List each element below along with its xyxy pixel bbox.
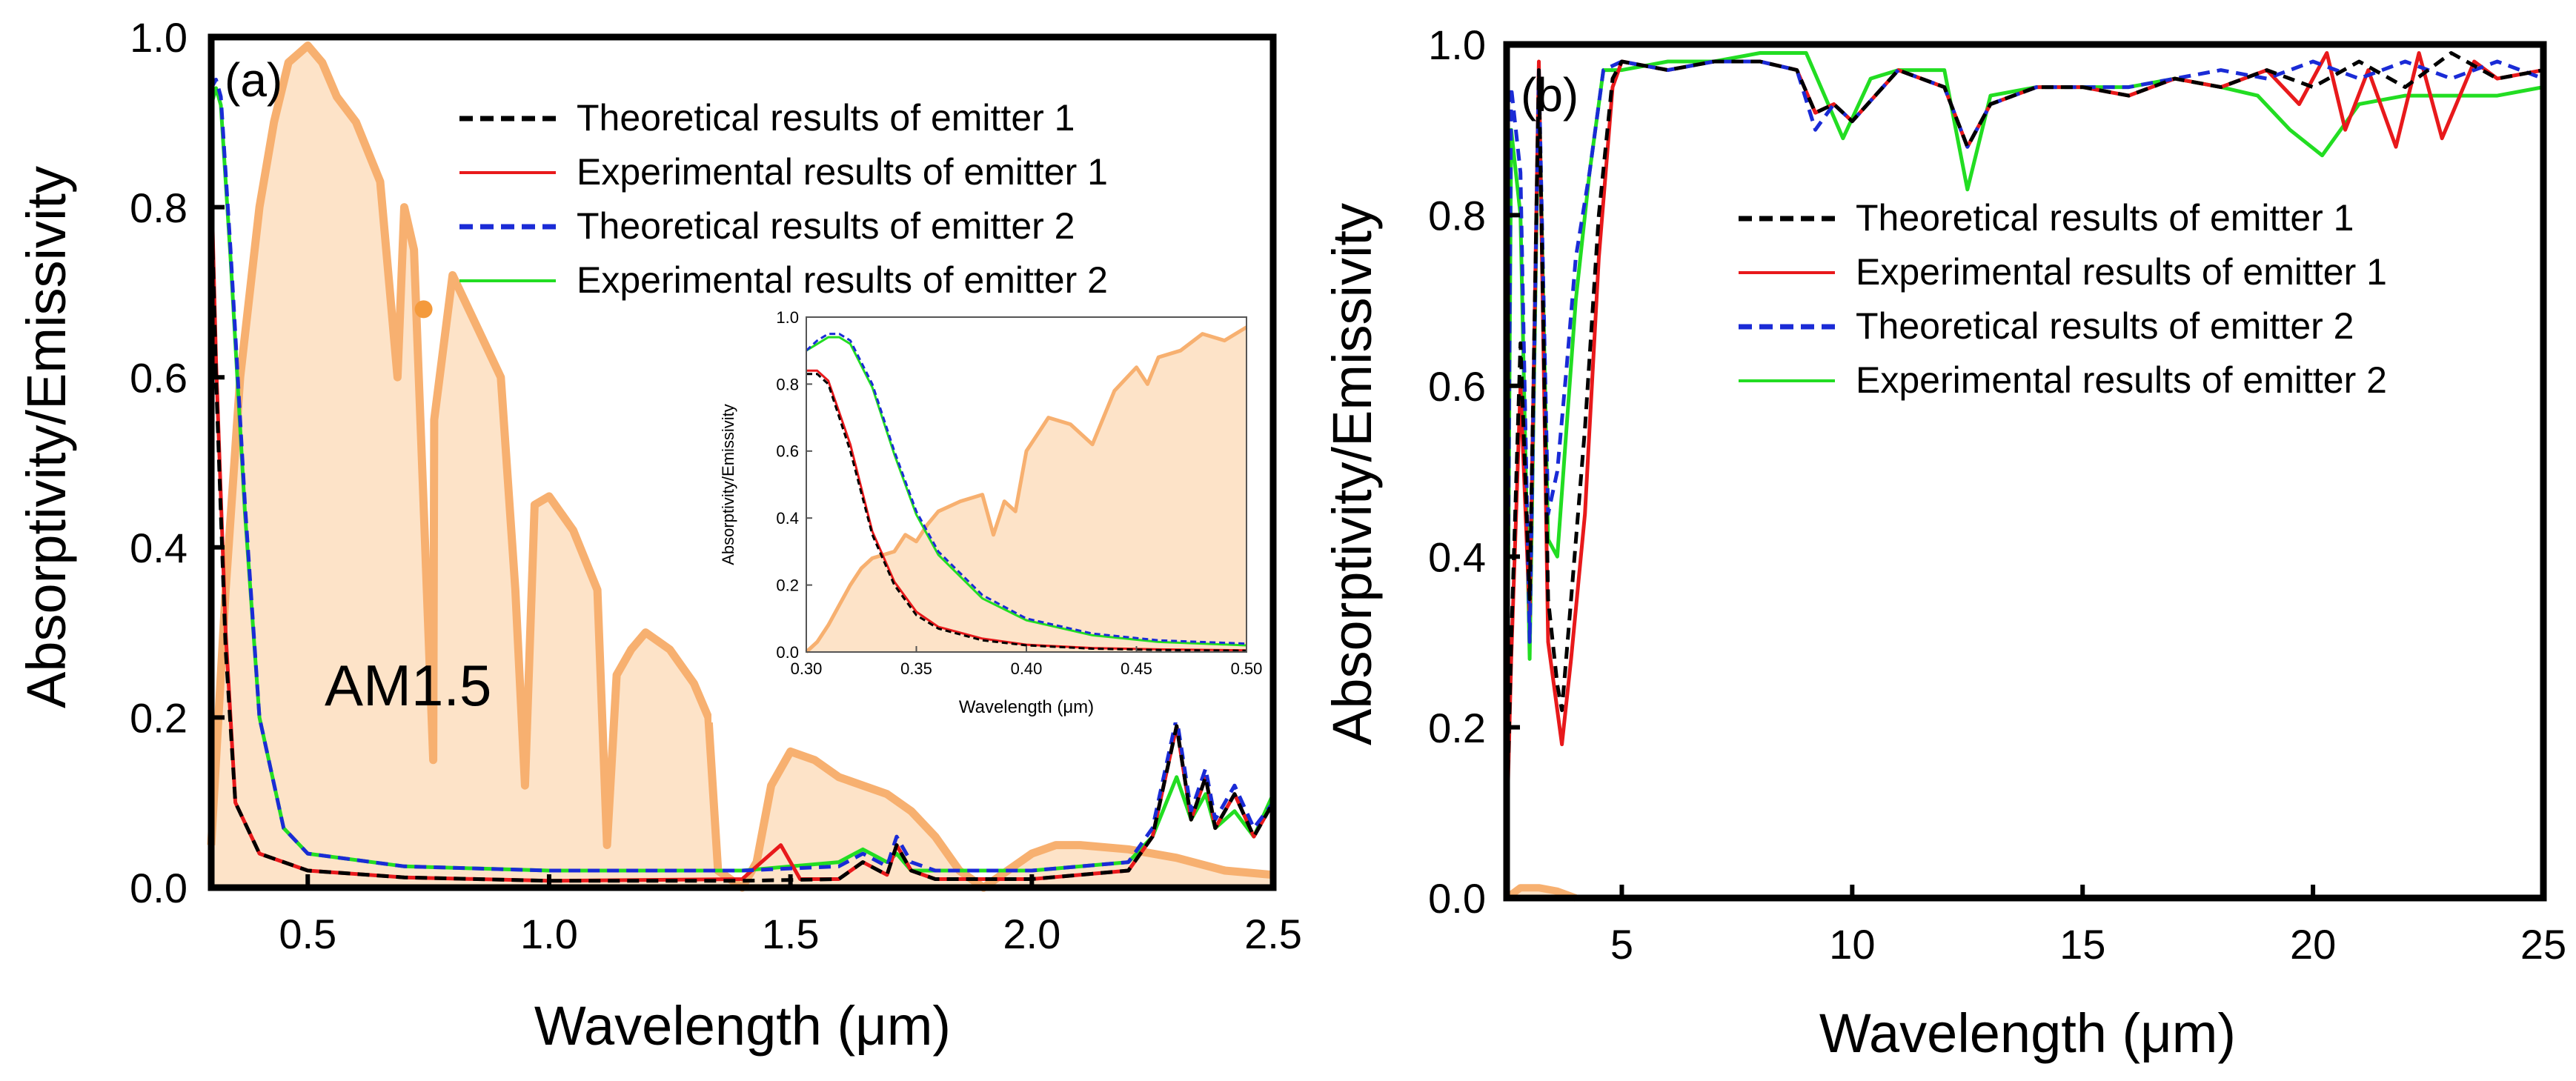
panel-label-a: (a) (225, 53, 282, 107)
x-axis-label-b: Wavelength (μm) (1819, 1002, 2236, 1064)
axis-ticks-b: 5 10 15 20 25 0.0 0.2 0.4 0.6 0.8 1.0 (1428, 21, 2566, 968)
series-theory2-a (209, 77, 1275, 873)
legend-label-exp1-b: Experimental results of emitter 1 (1856, 251, 2387, 293)
y-axis-label-inset: Absorptivity/Emissivity (719, 404, 737, 565)
x-tick-label-b: 25 (2520, 921, 2566, 968)
y-tick-label-b: 0.2 (1428, 705, 1486, 751)
axis-ticks-inset: 0.30 0.35 0.40 0.45 0.50 0.0 0.2 0.4 0.6 0.8 1.0 (776, 308, 1262, 678)
series-group-b (1504, 51, 2544, 839)
y-tick-label-b: 0.4 (1428, 533, 1486, 580)
am15-spectrum-inset (805, 325, 1248, 653)
series-exp2-b (1504, 51, 2544, 813)
am15-line-b (1504, 884, 1578, 902)
legend-label-theory1-b: Theoretical results of emitter 1 (1856, 197, 2354, 239)
y-tick-label-a: 0.6 (130, 354, 187, 401)
y-tick-label-a: 0.2 (130, 695, 187, 742)
y-tick-label-a: 0.4 (130, 525, 187, 571)
x-tick-label-b: 15 (2059, 921, 2105, 968)
x-axis-label-inset: Wavelength (μm) (959, 697, 1094, 717)
y-axis-label-a: Absorptivity/Emissivity (16, 166, 77, 708)
x-axis-label-a: Wavelength (μm) (534, 995, 951, 1057)
series-group-inset (805, 333, 1247, 652)
x-tick-label-inset: 0.40 (1011, 659, 1043, 678)
legend-label-exp1-a: Experimental results of emitter 1 (577, 151, 1108, 193)
x-tick-label-inset: 0.35 (900, 659, 932, 678)
x-tick-label-b: 20 (2290, 921, 2336, 968)
y-tick-label-inset: 0.0 (776, 643, 799, 662)
series-theory1-b (1504, 51, 2544, 830)
x-tick-label-a: 2.5 (1244, 911, 1302, 957)
legend-label-exp2-b: Experimental results of emitter 2 (1856, 359, 2387, 401)
legend-label-theory2-a: Theoretical results of emitter 2 (577, 205, 1075, 247)
series-exp1-a (209, 173, 1275, 883)
am15-area-inset (806, 327, 1246, 652)
y-tick-label-inset: 1.0 (776, 308, 799, 327)
legend-label-exp2-a: Experimental results of emitter 2 (577, 259, 1108, 301)
plot-frame-a (208, 33, 1277, 891)
y-tick-label-a: 0.0 (130, 865, 187, 911)
x-tick-label-a: 2.0 (1003, 911, 1060, 957)
x-tick-label-inset: 0.30 (791, 659, 823, 678)
x-tick-label-a: 1.5 (762, 911, 820, 957)
inset-panel: 0.30 0.35 0.40 0.45 0.50 0.0 0.2 0.4 0.6 0.8 1.0 W… (711, 300, 1262, 722)
am15-marker-dot (414, 300, 433, 319)
y-tick-label-inset: 0.2 (776, 576, 799, 595)
y-tick-label-b: 0.6 (1428, 363, 1486, 410)
legend-label-theory2-b: Theoretical results of emitter 2 (1856, 305, 2354, 347)
series-group-a (209, 77, 1275, 883)
series-theory2-inset (805, 333, 1247, 645)
legend-b: Theoretical results of emitter 1 Experime… (1739, 197, 2387, 401)
legend-label-theory1-a: Theoretical results of emitter 1 (577, 97, 1075, 139)
am15-area-a (211, 45, 1273, 888)
y-tick-label-b: 1.0 (1428, 21, 1486, 68)
am15-line-inset (805, 325, 1248, 653)
y-tick-label-inset: 0.6 (776, 442, 799, 461)
y-tick-label-inset: 0.8 (776, 375, 799, 393)
y-tick-label-a: 1.0 (130, 14, 187, 61)
panel-label-b: (b) (1521, 68, 1579, 122)
series-theory1-inset (806, 373, 1247, 652)
y-axis-label-b: Absorptivity/Emissivity (1321, 203, 1383, 745)
y-tick-label-a: 0.8 (130, 184, 187, 231)
x-tick-label-a: 1.0 (520, 911, 578, 957)
series-exp1-b (1504, 51, 2544, 839)
am15-annotation: AM1.5 (325, 653, 491, 718)
x-tick-label-b: 5 (1610, 921, 1633, 968)
x-tick-label-b: 10 (1829, 921, 1875, 968)
plot-frame-b (1503, 41, 2547, 902)
panel-b: 5 10 15 20 25 0.0 0.2 0.4 0.6 0.8 1.0 (b) Waveleng… (1321, 21, 2566, 1064)
series-theory1-a (209, 190, 1275, 883)
y-tick-label-b: 0.8 (1428, 193, 1486, 239)
series-exp2-inset (806, 336, 1247, 647)
panel-a: 0.5 1.0 1.5 2.0 2.5 0.0 0.2 0.4 0.6 0.8 1.0 (a) AM… (16, 14, 1302, 1057)
x-tick-label-inset: 0.45 (1121, 659, 1152, 678)
x-tick-label-a: 0.5 (279, 911, 336, 957)
axis-ticks-a: 0.5 1.0 1.5 2.0 2.5 0.0 0.2 0.4 0.6 0.8 1.0 (130, 14, 1302, 957)
y-tick-label-b: 0.0 (1428, 875, 1486, 922)
series-theory2-b (1504, 59, 2544, 796)
legend-a: Theoretical results of emitter 1 Experime… (459, 97, 1108, 301)
y-tick-label-inset: 0.4 (776, 509, 799, 528)
x-tick-label-inset: 0.50 (1231, 659, 1263, 678)
